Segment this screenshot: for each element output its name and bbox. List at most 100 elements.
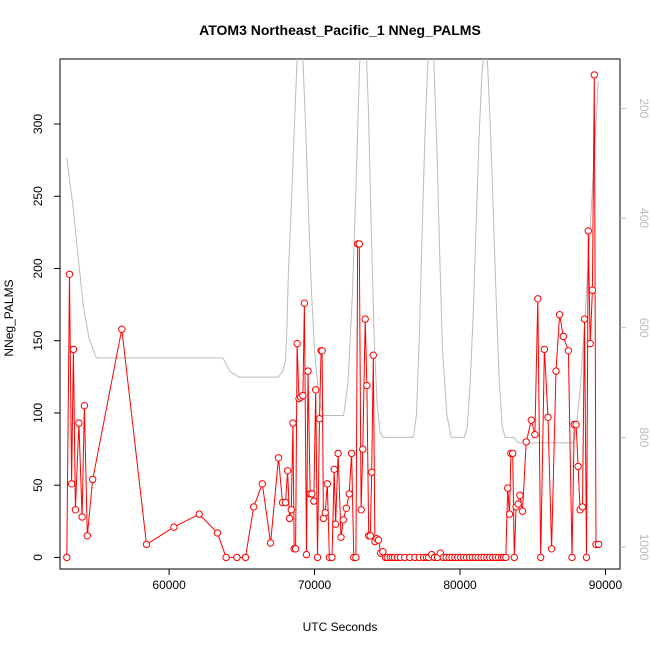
data-point bbox=[142, 540, 151, 549]
right-tick-label: 400 bbox=[637, 208, 650, 228]
right-tick-label: 600 bbox=[637, 318, 650, 338]
data-point bbox=[65, 270, 74, 278]
data-point bbox=[291, 545, 300, 553]
x-axis-label: UTC Seconds bbox=[303, 620, 378, 634]
right-tick-label: 200 bbox=[637, 98, 650, 118]
plot-frame bbox=[59, 58, 621, 570]
data-point bbox=[310, 497, 318, 505]
data-point bbox=[63, 553, 71, 562]
data-point bbox=[366, 532, 374, 540]
data-point bbox=[345, 490, 353, 498]
right-tick-label: 800 bbox=[637, 427, 650, 447]
data-point bbox=[347, 449, 356, 458]
data-point bbox=[357, 506, 365, 514]
data-point bbox=[572, 420, 580, 429]
data-point bbox=[555, 311, 564, 319]
data-point bbox=[323, 480, 331, 488]
y-tick-label: 100 bbox=[31, 403, 45, 423]
data-point bbox=[564, 347, 573, 355]
y-tick-label: 250 bbox=[31, 186, 45, 206]
data-point bbox=[559, 332, 567, 341]
data-point bbox=[355, 240, 363, 248]
data-point bbox=[287, 506, 295, 514]
data-point bbox=[584, 227, 592, 235]
data-point bbox=[522, 438, 530, 446]
y-tick-label: 0 bbox=[31, 554, 45, 561]
data-point bbox=[527, 416, 535, 424]
data-point bbox=[502, 553, 510, 562]
data-point bbox=[339, 516, 347, 524]
data-point bbox=[588, 286, 597, 294]
data-point bbox=[505, 510, 514, 518]
data-point bbox=[266, 539, 275, 547]
data-point bbox=[363, 381, 371, 390]
data-point bbox=[328, 553, 336, 562]
data-point bbox=[331, 520, 340, 528]
data-point bbox=[568, 553, 576, 562]
data-point bbox=[580, 315, 589, 323]
data-point bbox=[308, 490, 316, 498]
data-point bbox=[83, 532, 92, 540]
data-point bbox=[315, 415, 324, 423]
data-point bbox=[312, 386, 320, 394]
data-point bbox=[590, 71, 598, 79]
x-tick-label: 80000 bbox=[443, 578, 477, 592]
data-point bbox=[299, 391, 307, 400]
data-point bbox=[574, 462, 582, 471]
data-point bbox=[582, 553, 591, 562]
data-point bbox=[537, 553, 545, 562]
data-point bbox=[359, 445, 367, 453]
data-point bbox=[80, 402, 89, 410]
data-point bbox=[241, 553, 250, 562]
data-point bbox=[318, 347, 326, 355]
data-point bbox=[195, 510, 203, 518]
series-line bbox=[66, 74, 599, 558]
data-point bbox=[283, 467, 292, 475]
data-point bbox=[222, 553, 230, 562]
data-point bbox=[330, 465, 338, 473]
data-point bbox=[374, 536, 383, 544]
data-point bbox=[293, 339, 301, 348]
data-point bbox=[334, 449, 342, 458]
data-point bbox=[594, 540, 603, 549]
x-tick-label: 60000 bbox=[152, 578, 186, 592]
data-point bbox=[304, 367, 312, 375]
data-point bbox=[313, 553, 322, 562]
data-point bbox=[289, 419, 297, 427]
data-point bbox=[544, 413, 552, 421]
data-point bbox=[258, 480, 266, 488]
data-point bbox=[281, 498, 290, 507]
y-tick-label: 200 bbox=[31, 258, 45, 278]
secondary-line bbox=[66, 59, 599, 444]
data-point bbox=[514, 500, 522, 508]
right-tick-label: 1000 bbox=[637, 534, 650, 561]
data-point bbox=[75, 419, 83, 427]
data-point bbox=[352, 553, 360, 562]
data-point bbox=[578, 503, 587, 511]
data-point bbox=[504, 484, 512, 492]
data-point bbox=[321, 509, 329, 517]
data-point bbox=[540, 345, 549, 354]
data-point bbox=[510, 553, 518, 562]
data-point bbox=[213, 529, 222, 537]
y-tick-label: 300 bbox=[31, 114, 45, 134]
right-axis: 200 400 600 800 1000 bbox=[620, 98, 650, 561]
data-point bbox=[342, 504, 350, 512]
data-point bbox=[337, 533, 345, 541]
data-point bbox=[170, 523, 178, 531]
data-point bbox=[368, 468, 376, 476]
data-point bbox=[302, 550, 311, 559]
data-point bbox=[509, 449, 517, 458]
x-tick-label: 90000 bbox=[589, 578, 623, 592]
y-axis-label: NNeg_PALMS bbox=[2, 279, 16, 356]
nneg-palms-series bbox=[63, 71, 603, 562]
y-axis: 0 50 100 150 200 250 300 bbox=[31, 114, 60, 561]
data-point bbox=[78, 513, 86, 521]
chart-title: ATOM3 Northeast_Pacific_1 NNeg_PALMS bbox=[199, 22, 481, 38]
data-point bbox=[285, 514, 294, 523]
data-point bbox=[369, 351, 377, 359]
data-point bbox=[71, 506, 80, 514]
y-tick-label: 50 bbox=[31, 478, 45, 492]
data-point bbox=[233, 553, 241, 562]
